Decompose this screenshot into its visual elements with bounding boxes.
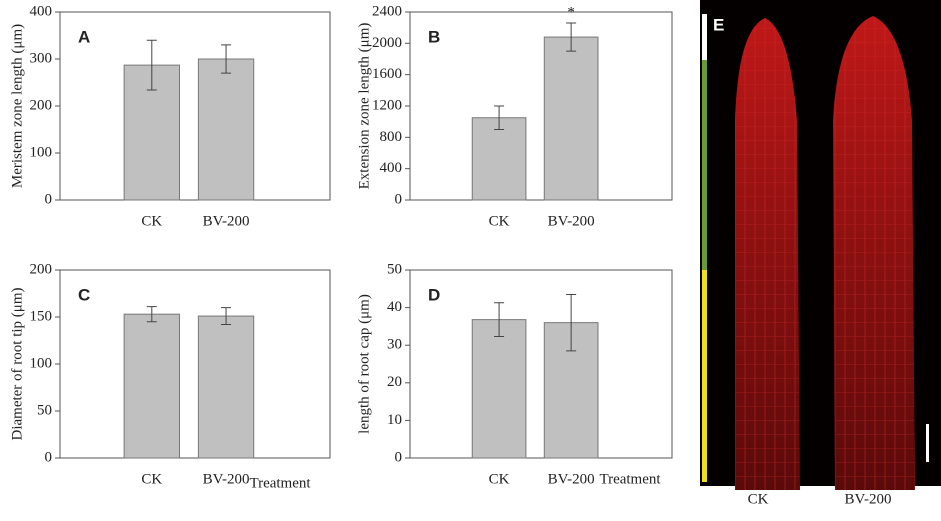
- zone-bar-white: [702, 14, 707, 60]
- y-tick-label: 150: [30, 308, 53, 324]
- y-tick-label: 50: [37, 402, 52, 418]
- y-axis-label: Meristem zone length (μm): [9, 24, 25, 188]
- y-tick-label: 1200: [372, 97, 402, 113]
- error-bar: [146, 306, 157, 323]
- panel-label: E: [713, 15, 724, 34]
- y-tick-label: 300: [30, 50, 53, 66]
- y-tick-label: 200: [30, 261, 53, 277]
- root-bv-texture: [833, 16, 915, 490]
- y-tick-label: 1600: [372, 66, 402, 82]
- x-axis-label: Treatment: [599, 471, 661, 487]
- panel-label: B: [428, 27, 440, 46]
- x-tick-label: CK: [489, 213, 510, 229]
- error-bar: [494, 105, 505, 130]
- bar: [197, 315, 255, 459]
- bar: [197, 58, 255, 201]
- y-tick-label: 0: [45, 449, 53, 465]
- x-tick-label: BV-200: [548, 471, 595, 487]
- error-bar: [566, 293, 577, 352]
- bar: [543, 36, 599, 201]
- y-tick-label: 800: [380, 129, 403, 145]
- plot-frame: [409, 11, 673, 201]
- image-panel: E CK BV-200: [700, 0, 941, 507]
- bar: [471, 117, 527, 201]
- x-axis-label: Treatment: [249, 475, 311, 491]
- bar: [471, 319, 527, 459]
- annotation: *: [567, 4, 575, 20]
- y-tick-label: 100: [30, 355, 53, 371]
- panel-label: D: [428, 285, 440, 304]
- root-ck-texture: [735, 18, 800, 490]
- y-axis-label: Diameter of root tip (μm): [9, 287, 25, 440]
- error-bar: [146, 39, 157, 91]
- y-axis-label: length of root cap (μm): [356, 294, 372, 434]
- y-tick-label: 100: [30, 144, 53, 160]
- y-tick-label: 0: [395, 191, 403, 207]
- y-tick-label: 10: [387, 412, 402, 428]
- plot-frame: [409, 269, 673, 459]
- panel-label: A: [78, 27, 90, 46]
- y-tick-label: 20: [387, 374, 402, 390]
- y-tick-label: 40: [387, 299, 402, 315]
- error-bar: [566, 22, 577, 52]
- x-tick-label: BV-200: [548, 213, 595, 229]
- error-bar: [494, 302, 505, 338]
- y-tick-label: 2400: [372, 3, 402, 19]
- y-tick-label: 0: [45, 191, 53, 207]
- x-tick-label: BV-200: [203, 471, 250, 487]
- y-tick-label: 400: [380, 160, 403, 176]
- panel-label: C: [78, 285, 90, 304]
- zone-bar-green: [702, 60, 707, 270]
- x-tick-label: CK: [489, 471, 510, 487]
- y-tick-label: 30: [387, 337, 402, 353]
- image-label: CK: [748, 491, 769, 507]
- error-bar: [221, 44, 232, 74]
- y-tick-label: 50: [387, 261, 402, 277]
- y-tick-label: 2000: [372, 35, 402, 51]
- bar: [123, 313, 180, 459]
- y-tick-label: 400: [30, 3, 53, 19]
- y-tick-label: 200: [30, 97, 53, 113]
- plot-frame: [59, 269, 331, 459]
- zone-bar-yellow: [702, 270, 707, 482]
- scale-bar: [926, 424, 929, 462]
- plot-frame: [59, 11, 331, 201]
- x-tick-label: BV-200: [203, 213, 250, 229]
- y-axis-label: Extension zone length (μm): [356, 23, 372, 190]
- y-tick-label: 0: [395, 449, 403, 465]
- image-label: BV-200: [845, 491, 892, 507]
- x-tick-label: CK: [141, 471, 162, 487]
- x-tick-label: CK: [141, 213, 162, 229]
- error-bar: [221, 307, 232, 326]
